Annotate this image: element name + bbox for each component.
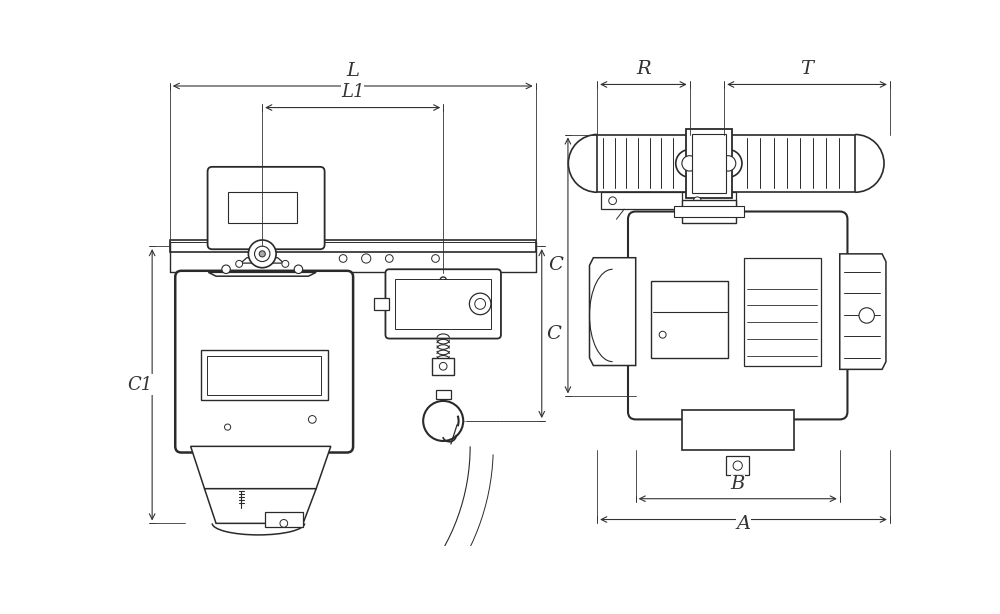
Bar bbox=[442, 308, 445, 314]
Circle shape bbox=[308, 416, 316, 423]
Polygon shape bbox=[241, 258, 284, 263]
Circle shape bbox=[733, 461, 742, 470]
Text: T: T bbox=[801, 60, 814, 79]
Text: A: A bbox=[736, 515, 751, 534]
Circle shape bbox=[255, 246, 270, 262]
Text: L: L bbox=[346, 62, 359, 80]
Text: C1: C1 bbox=[127, 376, 152, 394]
Circle shape bbox=[440, 277, 446, 283]
Circle shape bbox=[439, 362, 447, 370]
Bar bbox=[436, 390, 451, 399]
Polygon shape bbox=[205, 489, 316, 523]
Bar bbox=[601, 192, 686, 209]
Bar bbox=[744, 258, 820, 365]
Bar bbox=[597, 134, 690, 192]
Circle shape bbox=[282, 260, 289, 267]
FancyBboxPatch shape bbox=[208, 167, 325, 249]
Text: L1: L1 bbox=[341, 84, 364, 101]
Circle shape bbox=[682, 156, 697, 171]
Bar bbox=[674, 206, 744, 217]
Circle shape bbox=[440, 301, 446, 308]
Bar bbox=[201, 350, 328, 400]
Circle shape bbox=[720, 156, 736, 171]
Circle shape bbox=[676, 150, 703, 177]
Wedge shape bbox=[428, 406, 458, 437]
Bar bbox=[170, 240, 536, 252]
FancyBboxPatch shape bbox=[628, 211, 847, 419]
Circle shape bbox=[339, 255, 347, 262]
FancyBboxPatch shape bbox=[175, 271, 353, 453]
Text: C: C bbox=[548, 257, 563, 274]
Bar bbox=[682, 410, 794, 450]
FancyBboxPatch shape bbox=[385, 270, 501, 338]
Circle shape bbox=[248, 240, 276, 268]
Bar bbox=[726, 456, 749, 475]
Circle shape bbox=[609, 197, 616, 204]
Circle shape bbox=[693, 197, 701, 204]
Circle shape bbox=[469, 293, 491, 315]
Circle shape bbox=[385, 255, 393, 262]
Bar bbox=[442, 295, 445, 301]
Circle shape bbox=[859, 308, 874, 323]
Bar bbox=[265, 512, 303, 527]
Bar bbox=[682, 192, 736, 209]
Polygon shape bbox=[191, 446, 331, 489]
Bar bbox=[686, 129, 732, 198]
Bar bbox=[442, 283, 445, 289]
Polygon shape bbox=[590, 258, 636, 365]
Polygon shape bbox=[840, 254, 886, 370]
Circle shape bbox=[280, 519, 288, 527]
Bar bbox=[692, 134, 726, 193]
Circle shape bbox=[423, 401, 463, 441]
Circle shape bbox=[475, 298, 486, 309]
Circle shape bbox=[259, 251, 265, 257]
Text: C: C bbox=[547, 325, 562, 343]
Polygon shape bbox=[208, 273, 316, 276]
Circle shape bbox=[236, 260, 243, 267]
Circle shape bbox=[440, 314, 446, 320]
Bar bbox=[432, 358, 454, 375]
Bar bbox=[651, 281, 728, 358]
Bar bbox=[207, 356, 321, 395]
Circle shape bbox=[432, 255, 439, 262]
Circle shape bbox=[659, 331, 666, 338]
Bar bbox=[228, 192, 297, 223]
Bar bbox=[442, 320, 445, 326]
Polygon shape bbox=[374, 298, 389, 310]
Bar bbox=[682, 200, 736, 223]
Circle shape bbox=[222, 265, 230, 273]
Circle shape bbox=[362, 254, 371, 263]
Circle shape bbox=[714, 150, 742, 177]
Bar bbox=[728, 134, 855, 192]
Bar bbox=[395, 279, 491, 328]
Text: R: R bbox=[636, 60, 651, 79]
Circle shape bbox=[294, 265, 303, 273]
Circle shape bbox=[440, 289, 446, 295]
Circle shape bbox=[225, 424, 231, 430]
Text: B: B bbox=[731, 475, 745, 492]
